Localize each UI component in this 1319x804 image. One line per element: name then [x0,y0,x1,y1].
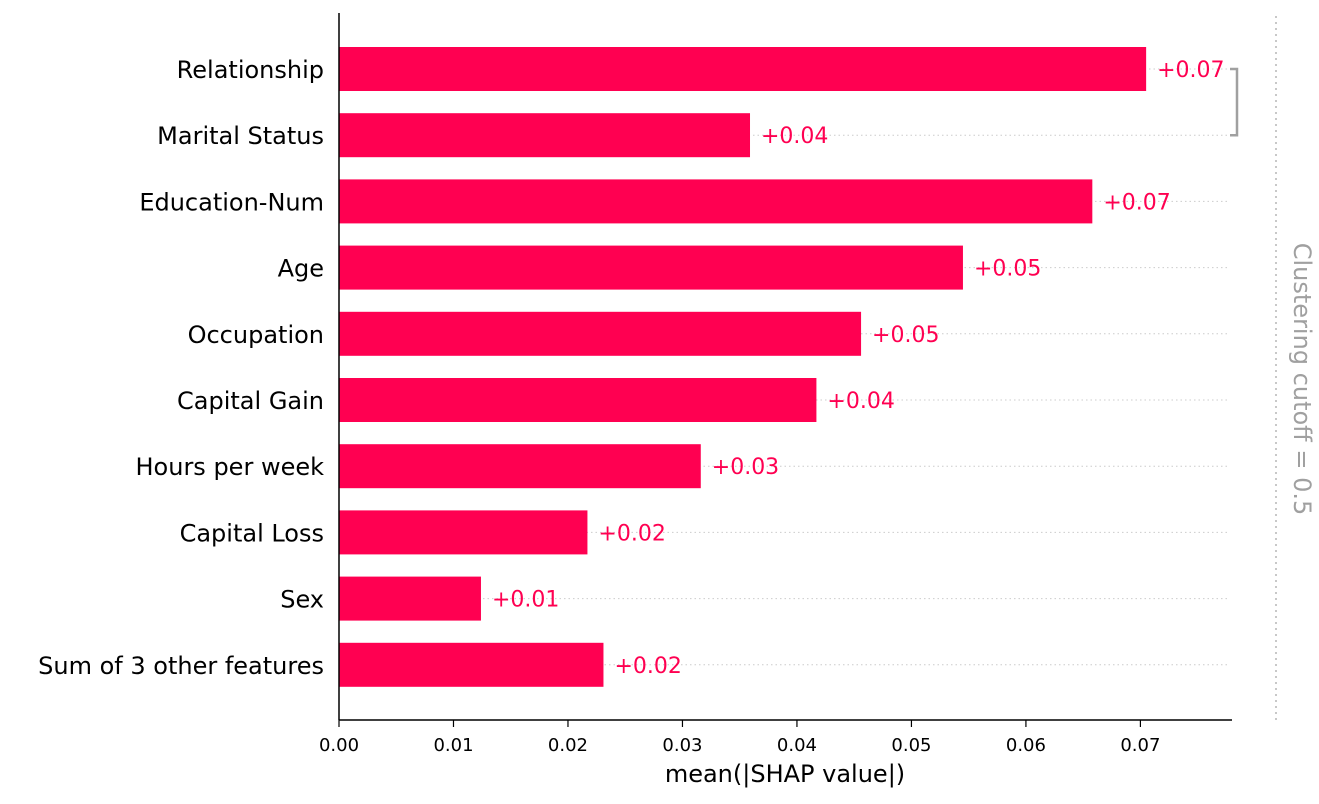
x-tick-label-3: 0.03 [662,735,702,756]
feature-label-age: Age [278,255,324,283]
clustering-annotation: Clustering cutoff = 0.5 [1230,16,1316,722]
value-label-capital-loss: +0.02 [598,521,665,546]
value-label-education-num: +0.07 [1103,190,1170,215]
feature-label-capital-gain: Capital Gain [177,387,324,415]
feature-label-capital-loss: Capital Loss [180,519,324,547]
bar-occupation [339,311,862,356]
feature-label-relationship: Relationship [177,56,324,84]
bar-education-num [339,179,1093,224]
x-tick-label-5: 0.05 [891,735,931,756]
value-label-occupation: +0.05 [872,323,939,348]
bar-sex [339,576,481,621]
feature-label-hours-per-week: Hours per week [136,453,325,481]
axes [338,13,1232,721]
row-guides [339,68,1229,666]
x-tick-label-7: 0.07 [1120,735,1160,756]
value-label-age: +0.05 [974,257,1041,282]
feature-label-sum-of-3-other-features: Sum of 3 other features [38,652,324,680]
x-ticks: 0.00 0.01 0.02 0.03 0.04 0.05 0.06 0.07 [319,720,1160,756]
value-label-relationship: +0.07 [1157,58,1224,83]
x-tick-label-2: 0.02 [548,735,588,756]
cluster-bracket [1230,67,1239,137]
x-tick-label-1: 0.01 [433,735,473,756]
value-label-hours-per-week: +0.03 [712,455,779,480]
value-label-marital-status: +0.04 [761,124,828,149]
bar-sum-of-3-other-features [339,642,604,687]
value-label-sum-of-3-other-features: +0.02 [614,654,681,679]
bars [339,47,1147,687]
x-tick-label-6: 0.06 [1006,735,1046,756]
bar-capital-gain [339,378,817,422]
feature-label-marital-status: Marital Status [157,122,324,150]
feature-label-occupation: Occupation [188,321,324,349]
x-axis-title: mean(|SHAP value|) [665,760,905,788]
x-tick-label-0: 0.00 [319,735,359,756]
feature-label-education-num: Education-Num [139,188,324,216]
clustering-cutoff-label: Clustering cutoff = 0.5 [1288,243,1316,516]
bar-hours-per-week [339,444,701,489]
value-label-sex: +0.01 [492,588,559,613]
value-labels: +0.07 +0.04 +0.07 +0.05 +0.05 +0.04 +0.03 +0.02… [492,58,1225,679]
bar-capital-loss [339,510,588,555]
bar-relationship [339,47,1147,91]
x-tick-label-4: 0.04 [777,735,817,756]
feature-label-sex: Sex [280,586,324,614]
bar-age [339,245,963,290]
bar-marital-status [339,113,751,158]
feature-labels: Relationship Marital Status Education-Num A… [38,56,324,680]
value-label-capital-gain: +0.04 [827,389,894,414]
